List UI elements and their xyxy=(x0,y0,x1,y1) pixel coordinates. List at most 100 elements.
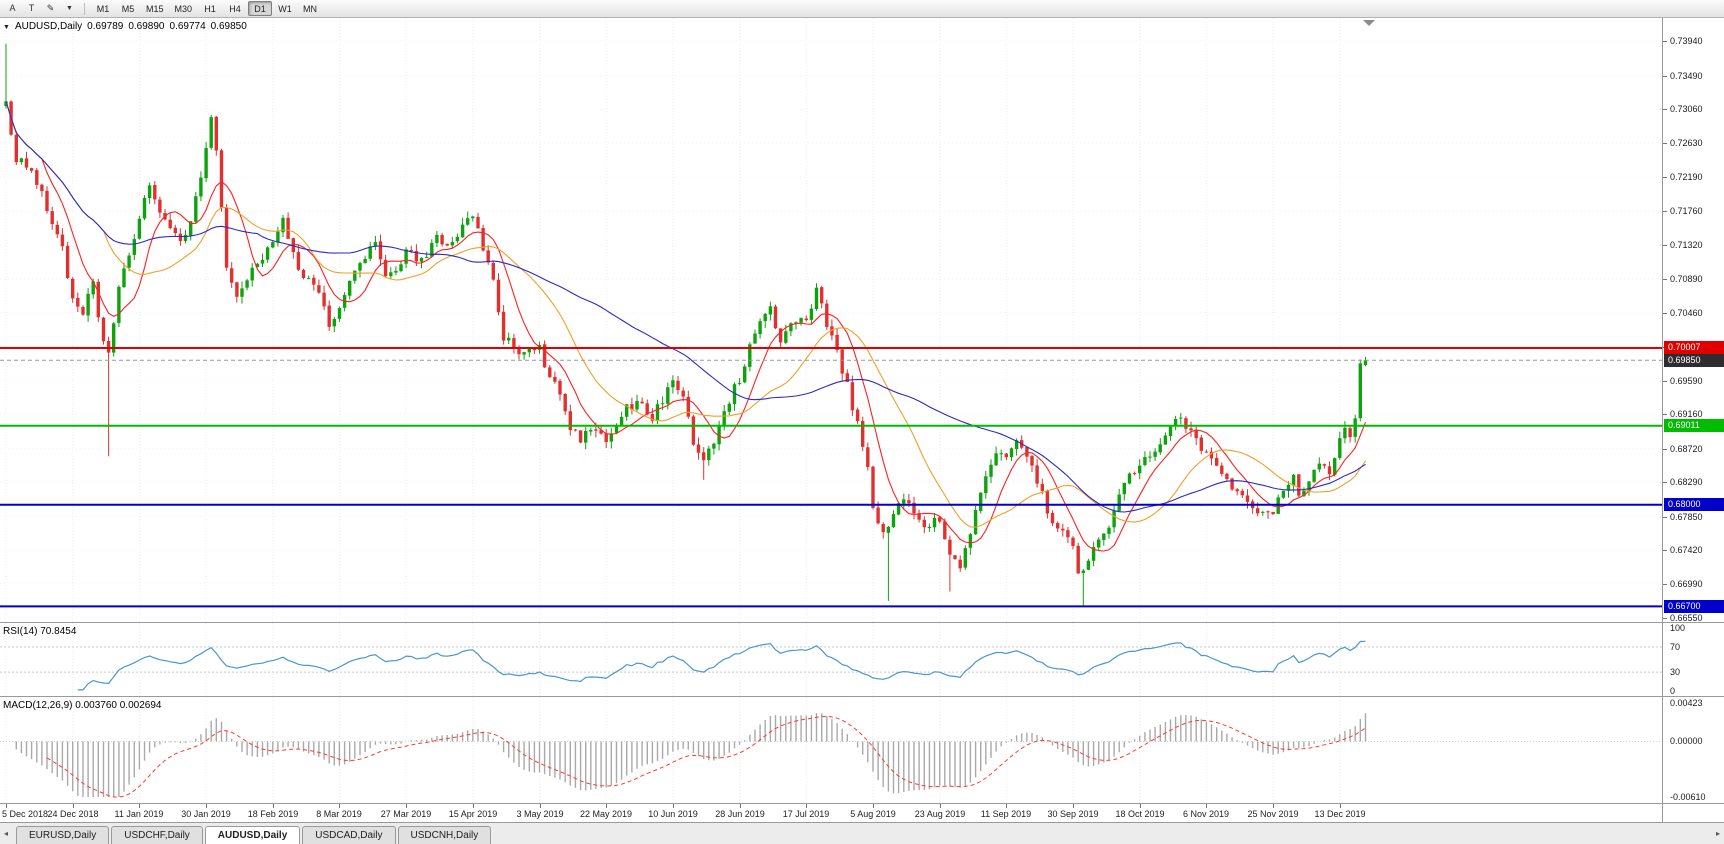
tab-scroll-right-icon[interactable]: ▸ xyxy=(1715,829,1720,838)
price-scale-tick xyxy=(1663,449,1667,450)
price-scale-label: 0.73940 xyxy=(1670,35,1703,46)
tab-usdchf[interactable]: USDCHF,Daily xyxy=(111,826,203,844)
chart-open-value: 0.69789 xyxy=(87,21,124,32)
chart-shift-marker-icon[interactable] xyxy=(1363,20,1375,26)
price-tag-0.68000: 0.68000 xyxy=(1664,498,1724,512)
tab-scroll-left-icon[interactable]: ◂ xyxy=(4,829,9,838)
chart-close-value: 0.69850 xyxy=(210,21,247,32)
price-scale-tick xyxy=(1663,584,1667,585)
candles-layer xyxy=(4,43,1368,607)
tab-eurusd[interactable]: EURUSD,Daily xyxy=(16,826,110,844)
price-scale-tick xyxy=(1663,76,1667,77)
chart-tabbar: ◂ EURUSD,Daily USDCHF,Daily AUDUSD,Daily US… xyxy=(0,822,1724,844)
timeframe-button-m5[interactable]: M5 xyxy=(116,1,140,16)
price-scale-tick xyxy=(1663,414,1667,415)
timeframe-button-h1[interactable]: H1 xyxy=(198,1,222,16)
date-label: 15 Apr 2019 xyxy=(448,809,498,819)
rsi-header: RSI(14) 70.8454 xyxy=(3,626,81,637)
price-scale-tick xyxy=(1663,279,1667,280)
text-tool-button[interactable]: T xyxy=(23,1,40,16)
timeframe-button-w1[interactable]: W1 xyxy=(273,1,297,16)
timeframe-button-h4[interactable]: H4 xyxy=(223,1,247,16)
date-label: 6 Nov 2019 xyxy=(1182,809,1230,819)
time-axis-tick xyxy=(740,804,741,808)
time-axis-tick xyxy=(673,804,674,808)
date-label: 22 May 2019 xyxy=(579,809,633,819)
tools-dropdown-icon[interactable]: ▼ xyxy=(61,1,78,16)
date-label: 3 May 2019 xyxy=(516,809,564,819)
price-scale-tick xyxy=(1663,143,1667,144)
tab-usdcad[interactable]: USDCAD,Daily xyxy=(302,826,396,844)
time-axis-tick xyxy=(940,804,941,808)
annotate-tool-button[interactable]: A xyxy=(4,1,21,16)
price-scale-tick xyxy=(1663,245,1667,246)
timeframe-group: M1 M5 M15 M30 H1 H4 D1 W1 MN xyxy=(91,1,322,16)
rsi-scale-label: 30 xyxy=(1670,667,1681,678)
draw-tool-icon[interactable]: ✎ xyxy=(42,1,59,16)
macd-scale-label: 0.00423 xyxy=(1670,698,1703,708)
date-label: 10 Jun 2019 xyxy=(648,809,698,819)
date-label: 23 Aug 2019 xyxy=(914,809,966,819)
tab-audusd[interactable]: AUDUSD,Daily xyxy=(204,826,301,844)
price-scale[interactable]: 0.73940 0.73490 0.73060 0.72630 0.72190 0.717… xyxy=(1662,18,1724,822)
rsi-panel[interactable] xyxy=(0,623,1662,696)
panel-separator[interactable] xyxy=(0,696,1724,697)
price-tag-0.69850: 0.69850 xyxy=(1664,353,1724,367)
price-scale-tick xyxy=(1663,177,1667,178)
timeframe-button-mn[interactable]: MN xyxy=(298,1,322,16)
price-scale-label: 0.71320 xyxy=(1670,240,1703,251)
timeframe-button-d1[interactable]: D1 xyxy=(248,1,273,16)
timeframe-button-m30[interactable]: M30 xyxy=(170,1,198,16)
macd-panel[interactable] xyxy=(0,697,1662,803)
price-scale-label: 0.66550 xyxy=(1670,613,1703,624)
ma-slow-blue-line xyxy=(5,101,1366,513)
tab-strip: EURUSD,Daily USDCHF,Daily AUDUSD,Daily USDC… xyxy=(16,826,493,844)
price-tag-0.66700: 0.66700 xyxy=(1664,599,1724,613)
price-scale-tick xyxy=(1663,109,1667,110)
macd-scale-label: 0.00000 xyxy=(1670,736,1703,747)
price-scale-label: 0.72190 xyxy=(1670,172,1703,183)
price-scale-tick xyxy=(1663,618,1667,619)
time-axis[interactable]: 5 Dec 2018 24 Dec 2018 11 Jan 2019 30 Jan 2… xyxy=(0,804,1662,822)
rsi-grid-layer xyxy=(5,623,1341,696)
timeframe-button-m15[interactable]: M15 xyxy=(141,1,169,16)
tab-usdcnh[interactable]: USDCNH,Daily xyxy=(397,826,492,844)
date-label: 17 Jul 2019 xyxy=(782,809,830,819)
time-axis-tick xyxy=(540,804,541,808)
price-scale-label: 0.73060 xyxy=(1670,104,1703,115)
price-scale-tick xyxy=(1663,313,1667,314)
rsi-scale-label: 70 xyxy=(1670,641,1681,652)
price-tag-0.70007: 0.70007 xyxy=(1664,341,1724,355)
macd-histogram-layer xyxy=(15,713,1367,797)
time-axis-tick xyxy=(606,804,607,808)
price-scale-label: 0.68720 xyxy=(1670,443,1703,454)
timeframe-button-m1[interactable]: M1 xyxy=(91,1,115,16)
chart-low-value: 0.69774 xyxy=(169,21,206,32)
date-label: 11 Sep 2019 xyxy=(980,809,1032,819)
one-click-trading-toggle-icon[interactable]: ▼ xyxy=(3,24,10,31)
panel-separator[interactable] xyxy=(0,622,1724,623)
time-axis-tick xyxy=(139,804,140,808)
price-scale-label: 0.70460 xyxy=(1670,307,1703,318)
price-scale-tick xyxy=(1663,381,1667,382)
toolbar: A T ✎ ▼ M1 M5 M15 M30 H1 H4 D1 W1 MN xyxy=(0,0,1724,18)
price-scale-tick xyxy=(1663,41,1667,42)
price-scale-label: 0.70890 xyxy=(1670,273,1703,284)
chart-symbol-label: AUDUSD,Daily xyxy=(14,21,83,32)
price-scale-label: 0.67420 xyxy=(1670,545,1703,556)
rsi-label: RSI(14) 70.8454 xyxy=(3,626,77,637)
main-price-chart[interactable] xyxy=(0,18,1662,622)
time-axis-tick xyxy=(273,804,274,808)
time-axis-tick xyxy=(473,804,474,808)
date-label: 25 Nov 2019 xyxy=(1247,809,1299,819)
date-label: 13 Dec 2019 xyxy=(1314,809,1366,819)
ma-mid-orange-line xyxy=(5,101,1366,528)
macd-scale-label: -0.00610 xyxy=(1670,792,1706,802)
rsi-scale-label: 100 xyxy=(1670,623,1686,633)
rsi-line xyxy=(77,640,1366,691)
rsi-scale-label: 0 xyxy=(1670,686,1676,696)
date-label: 18 Oct 2019 xyxy=(1115,809,1165,819)
chart-header: ▼ AUDUSD,Daily 0.69789 0.69890 0.69774 0.6985… xyxy=(3,21,252,32)
time-axis-tick xyxy=(1006,804,1007,808)
